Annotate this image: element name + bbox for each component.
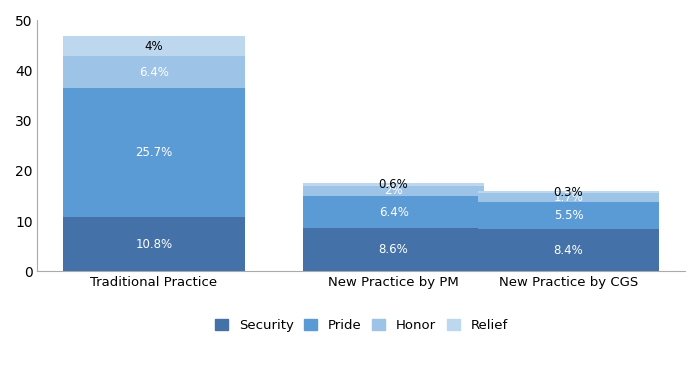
Text: 0.6%: 0.6% <box>379 178 409 191</box>
Text: 5.5%: 5.5% <box>554 209 583 222</box>
Text: 8.4%: 8.4% <box>554 244 583 257</box>
Bar <box>64 88 245 217</box>
Bar <box>64 36 245 56</box>
Text: 1.7%: 1.7% <box>554 191 583 204</box>
Bar <box>478 193 659 202</box>
Text: 6.4%: 6.4% <box>139 66 169 79</box>
Legend: Security, Pride, Honor, Relief: Security, Pride, Honor, Relief <box>211 316 512 336</box>
Bar <box>478 191 659 193</box>
Bar <box>303 186 484 196</box>
Text: 0.3%: 0.3% <box>554 186 583 199</box>
Text: 25.7%: 25.7% <box>135 146 173 159</box>
Bar <box>478 229 659 271</box>
Text: 6.4%: 6.4% <box>379 206 409 218</box>
Bar <box>303 196 484 228</box>
Bar <box>303 183 484 186</box>
Bar <box>64 56 245 88</box>
Bar <box>478 202 659 229</box>
Bar <box>64 217 245 271</box>
Text: 4%: 4% <box>145 39 163 53</box>
Bar <box>303 228 484 271</box>
Text: 8.6%: 8.6% <box>379 243 409 256</box>
Text: 2%: 2% <box>384 184 403 197</box>
Text: 10.8%: 10.8% <box>136 238 173 251</box>
